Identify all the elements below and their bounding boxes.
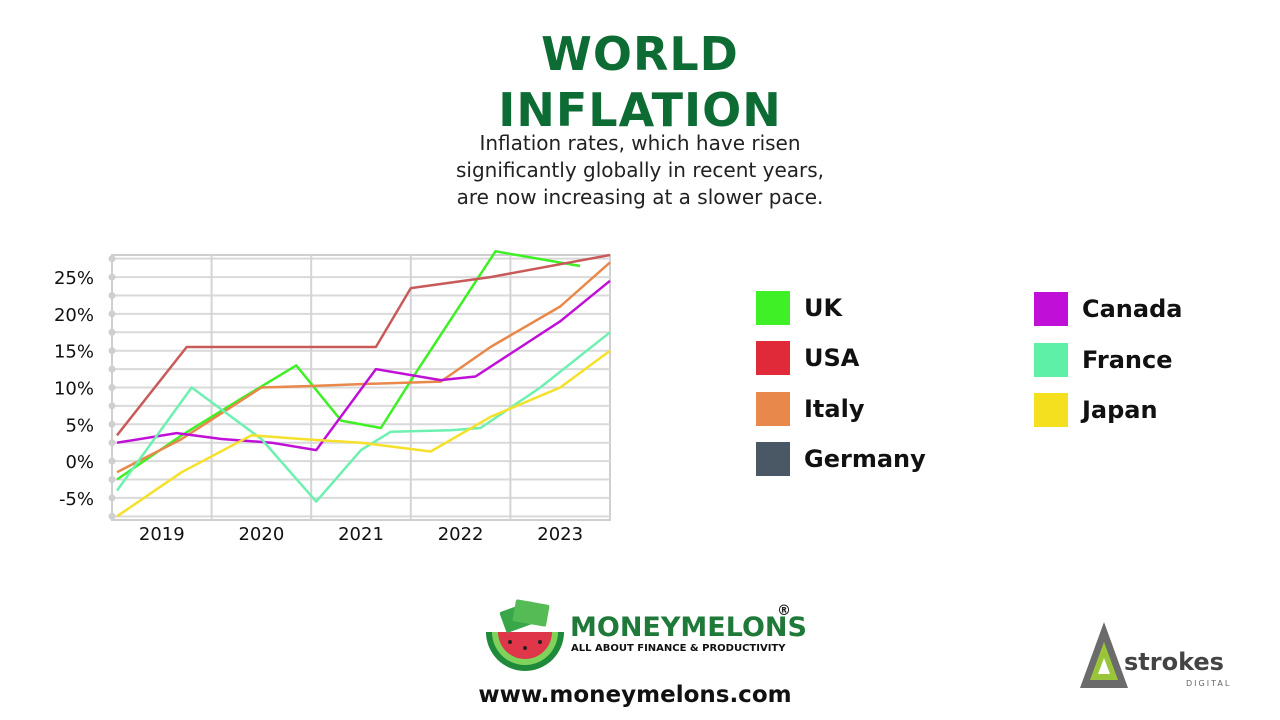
legend-item-uk: UK: [756, 290, 842, 326]
website-url: www.moneymelons.com: [478, 682, 792, 708]
axis-dot: [108, 476, 116, 484]
subtitle: Inflation rates, which have risen signif…: [340, 130, 940, 211]
axis-dot: [108, 384, 116, 391]
axis-dot: [108, 402, 116, 410]
axis-dot: [108, 365, 116, 373]
partner-logo-subtext: DIGITAL: [1186, 679, 1232, 688]
brand-name: MONEYMELONS: [570, 612, 807, 643]
y-axis-labels: 25% 20% 15% 10% 5% 0% -5%: [54, 268, 94, 510]
inflation-line-chart: 25% 20% 15% 10% 5% 0% -5% 2019 2020 2021 2022 2023: [54, 250, 611, 545]
moneymelons-logo-icon: [486, 599, 564, 671]
page-title: WORLD INFLATION: [0, 26, 1280, 138]
legend-swatch-canada: [1034, 292, 1068, 326]
x-tick-label: 2019: [139, 524, 185, 545]
strokes-logo-icon: [1080, 622, 1128, 688]
legend-label-germany: Germany: [804, 445, 926, 473]
axis-dot: [108, 310, 116, 318]
partner-logo-text: strokes: [1124, 648, 1224, 676]
legend-label-canada: Canada: [1082, 295, 1183, 323]
axis-dot: [108, 457, 116, 465]
y-tick-label: -5%: [59, 489, 94, 510]
chart-series-lines: [115, 250, 611, 518]
legend-item-italy: Italy: [756, 391, 864, 427]
x-tick-label: 2020: [238, 524, 284, 545]
series-line-france: [115, 331, 611, 503]
x-axis-labels: 2019 2020 2021 2022 2023: [139, 524, 583, 545]
axis-dot: [108, 439, 116, 447]
title-line-1: WORLD: [541, 27, 739, 81]
y-tick-label: 25%: [54, 268, 94, 289]
series-line-italy: [116, 261, 611, 474]
legend-item-canada: Canada: [1034, 291, 1182, 327]
y-tick-label: 20%: [54, 305, 94, 326]
legend-item-japan: Japan: [1034, 392, 1158, 428]
y-tick-label: 5%: [65, 415, 94, 436]
subtitle-line-3: are now increasing at a slower pace.: [456, 185, 824, 209]
legend-swatch-france: [1034, 343, 1068, 377]
legend-item-france: France: [1034, 342, 1172, 378]
legend-label-japan: Japan: [1082, 396, 1158, 424]
axis-dot: [108, 347, 116, 355]
legend-swatch-germany: [756, 442, 790, 476]
y-tick-label: 10%: [54, 379, 94, 400]
x-tick-label: 2023: [537, 524, 583, 545]
series-line-uk: [116, 250, 581, 481]
legend-label-france: France: [1082, 346, 1173, 374]
registered-mark: ®: [777, 603, 791, 619]
axis-dot: [108, 273, 116, 281]
axis-dot: [108, 291, 116, 299]
series-line-usa: [116, 253, 611, 437]
subtitle-line-2: significantly globally in recent years,: [455, 158, 825, 182]
subtitle-line-1: Inflation rates, which have risen: [479, 131, 801, 155]
brand-tagline: ALL ABOUT FINANCE & PRODUCTIVITY: [571, 643, 786, 654]
legend-label-italy: Italy: [804, 395, 865, 423]
legend-swatch-usa: [756, 341, 790, 375]
y-tick-label: 0%: [65, 452, 94, 473]
axis-dot: [108, 512, 116, 520]
title-line-2: INFLATION: [498, 83, 782, 137]
legend-item-germany: Germany: [756, 441, 926, 477]
legend-label-uk: UK: [804, 294, 843, 322]
legend-label-usa: USA: [804, 344, 860, 372]
axis-dot: [108, 328, 116, 336]
y-tick-label: 15%: [54, 342, 94, 363]
x-tick-label: 2022: [438, 524, 484, 545]
legend-swatch-japan: [1034, 393, 1068, 427]
legend-swatch-italy: [756, 392, 790, 426]
legend-swatch-uk: [756, 291, 790, 325]
series-line-canada: [116, 279, 611, 452]
chart-grid: [108, 254, 611, 521]
axis-dot: [108, 494, 116, 502]
axis-dot: [108, 255, 116, 263]
axis-dot: [108, 420, 116, 428]
series-line-japan: [116, 349, 611, 518]
x-tick-label: 2021: [338, 524, 384, 545]
legend-item-usa: USA: [756, 340, 859, 376]
